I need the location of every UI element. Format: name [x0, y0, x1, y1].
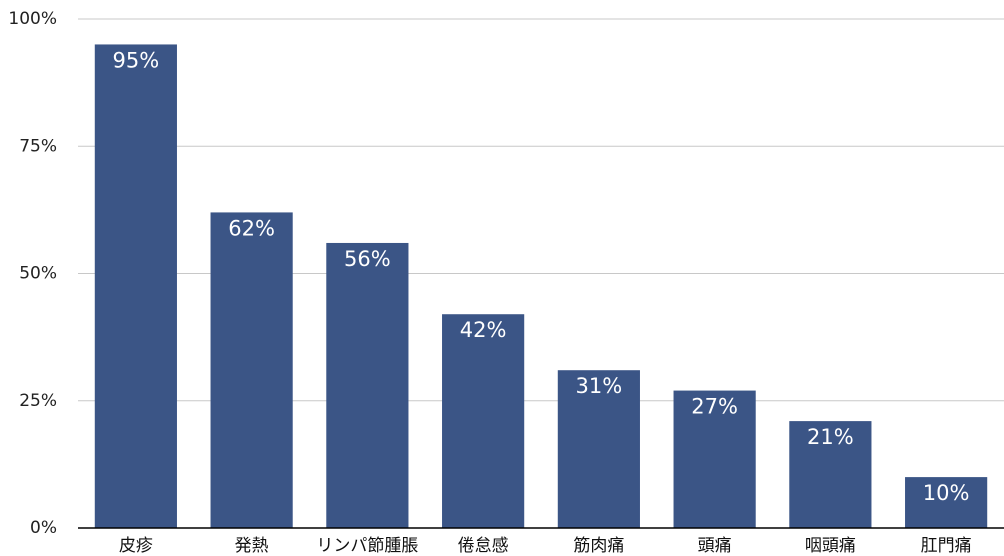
value-label: 42%: [460, 318, 507, 342]
bar: [673, 390, 756, 528]
bar: [94, 44, 177, 528]
y-tick-label: 75%: [19, 136, 57, 156]
x-tick-label: 咽頭痛: [805, 536, 856, 556]
value-label: 10%: [923, 481, 970, 505]
x-tick-label: 頭痛: [698, 536, 732, 556]
x-tick-label: 発熱: [235, 536, 269, 556]
bar: [210, 212, 293, 529]
x-tick-label: リンパ節腫脹: [316, 536, 418, 556]
x-tick-label: 肛門痛: [921, 536, 972, 556]
value-label: 56%: [344, 247, 391, 271]
bar: [326, 242, 409, 528]
y-tick-label: 0%: [30, 518, 57, 538]
y-tick-label: 50%: [19, 264, 57, 284]
value-label: 62%: [228, 216, 275, 240]
value-label: 95%: [113, 48, 160, 72]
value-label: 31%: [576, 374, 623, 398]
bar: [557, 370, 640, 528]
bar: [442, 314, 525, 528]
y-tick-label: 100%: [8, 9, 57, 29]
bar: [789, 421, 872, 528]
value-label: 21%: [807, 425, 854, 449]
value-label: 27%: [691, 395, 738, 419]
y-tick-label: 25%: [19, 391, 57, 411]
x-tick-label: 皮疹: [119, 536, 153, 556]
x-tick-label: 筋肉痛: [573, 536, 624, 556]
bar: [905, 477, 988, 528]
x-tick-label: 倦怠感: [458, 536, 509, 556]
